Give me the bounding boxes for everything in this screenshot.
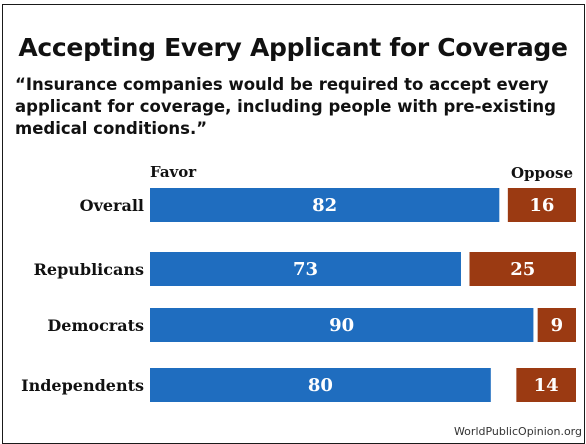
favor-value-republicans: 73: [293, 259, 318, 280]
favor-header: Favor: [150, 163, 197, 181]
favor-bar-republicans: [150, 252, 461, 286]
oppose-value-republicans: 25: [510, 259, 535, 280]
favor-value-overall: 82: [312, 195, 337, 216]
category-label-independents: Independents: [21, 376, 144, 395]
source-credit: WorldPublicOpinion.org: [453, 425, 582, 438]
favor-value-independents: 80: [308, 375, 333, 396]
favor-bar-overall: [150, 188, 500, 222]
category-label-democrats: Democrats: [47, 316, 144, 335]
category-label-overall: Overall: [80, 196, 144, 215]
oppose-value-independents: 14: [534, 375, 559, 396]
oppose-bar-overall: [507, 188, 576, 222]
oppose-value-overall: 16: [529, 195, 554, 216]
chart-subtitle: “Insurance companies would be required t…: [15, 75, 556, 138]
oppose-bar-republicans: [469, 252, 576, 286]
favor-value-democrats: 90: [329, 315, 354, 336]
oppose-header: Oppose: [511, 164, 573, 182]
chart-title: Accepting Every Applicant for Coverage: [18, 33, 568, 62]
favor-bar-independents: [150, 368, 491, 402]
oppose-bar-democrats: [537, 308, 576, 342]
favor-bar-democrats: [150, 308, 534, 342]
oppose-value-democrats: 9: [551, 315, 564, 336]
category-label-republicans: Republicans: [34, 260, 144, 279]
oppose-bar-independents: [516, 368, 576, 402]
bar-rows: Overall 82 16 Republicans 73 25 Democrats 90 9 In…: [21, 188, 576, 402]
